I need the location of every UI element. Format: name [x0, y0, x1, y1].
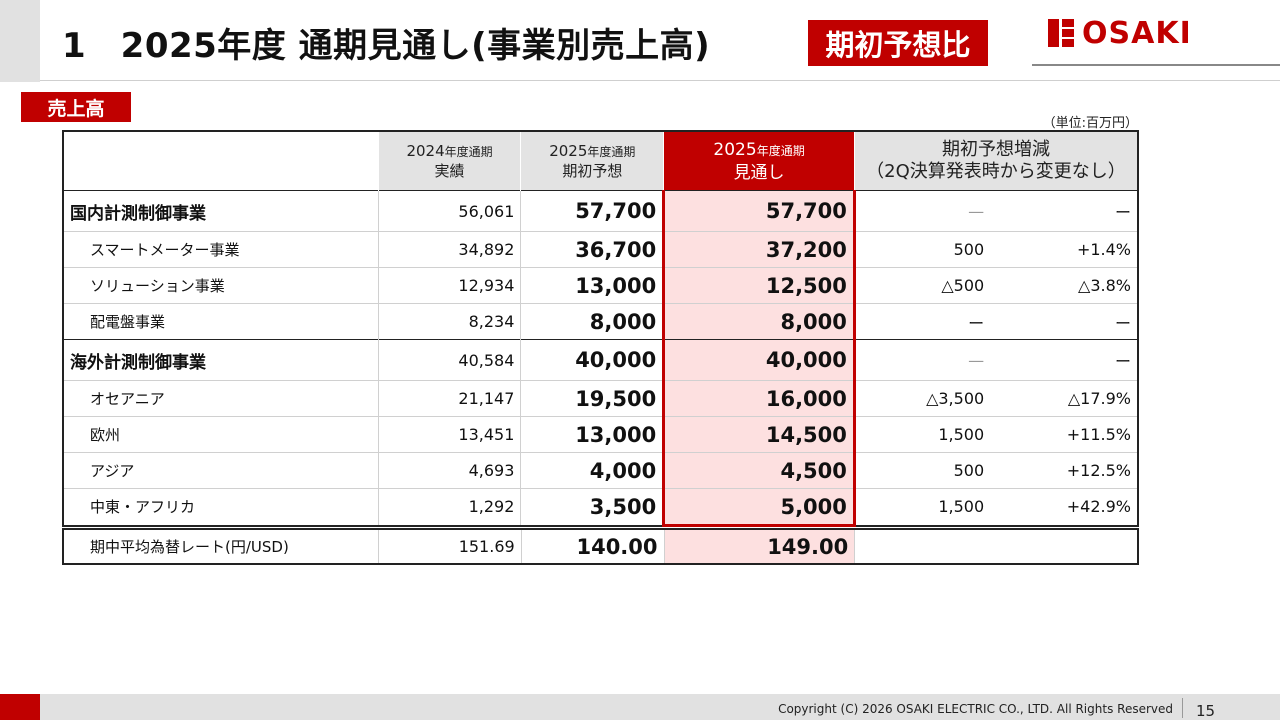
cell-2024: 4,693: [377, 452, 521, 489]
row-label: 海外計測制御事業: [63, 339, 379, 381]
cell-2024: 56,061: [377, 190, 521, 232]
header-2024-actual: 2024年度通期 実績: [377, 131, 521, 191]
cell-2024: 40,584: [377, 339, 521, 381]
cell-diff: 1,500: [853, 488, 997, 526]
cell-diff: 1,500: [853, 416, 997, 453]
comparison-badge: 期初予想比: [808, 20, 988, 66]
table-row: 中東・アフリカ 1,292 3,500 5,000 1,500 +42.9%: [63, 488, 1138, 527]
cell-rate: +12.5%: [996, 452, 1138, 489]
cell-rate: ー: [996, 339, 1138, 381]
cell-plan: 3,500: [520, 488, 664, 526]
fx-2024: 151.69: [377, 529, 522, 564]
cell-forecast: 5,000: [662, 488, 856, 527]
fx-row: 期中平均為替レート(円/USD) 151.69 140.00 149.00: [63, 529, 1138, 564]
cell-rate: △17.9%: [996, 380, 1138, 417]
cell-2024: 8,234: [377, 303, 521, 340]
cell-forecast: 12,500: [662, 267, 856, 304]
row-label: オセアニア: [63, 380, 379, 417]
row-label: スマートメーター事業: [63, 231, 379, 268]
cell-plan: 40,000: [520, 339, 664, 381]
cell-rate: ー: [996, 303, 1138, 340]
copyright: Copyright (C) 2026 OSAKI ELECTRIC CO., L…: [778, 702, 1173, 716]
row-label: アジア: [63, 452, 379, 489]
cell-diff: ー: [853, 303, 997, 340]
cell-2024: 34,892: [377, 231, 521, 268]
table-row: 国内計測制御事業 56,061 57,700 57,700 — ー: [63, 190, 1138, 232]
table-row: ソリューション事業 12,934 13,000 12,500 △500 △3.8…: [63, 267, 1138, 304]
cell-rate: +42.9%: [996, 488, 1138, 526]
cell-2024: 12,934: [377, 267, 521, 304]
cell-2024: 13,451: [377, 416, 521, 453]
unit-note: （単位:百万円）: [1042, 116, 1138, 131]
cell-forecast: 4,500: [662, 452, 856, 489]
logo-mark-icon: [1048, 19, 1074, 47]
title-accent-block: [0, 0, 40, 82]
table-row: 配電盤事業 8,234 8,000 8,000 ー ー: [63, 303, 1138, 340]
table-row: スマートメーター事業 34,892 36,700 37,200 500 +1.4…: [63, 231, 1138, 268]
header-2025-forecast: 2025年度通期 見通し: [663, 131, 855, 191]
cell-2024: 21,147: [377, 380, 521, 417]
cell-forecast: 16,000: [662, 380, 856, 417]
fx-label: 期中平均為替レート(円/USD): [90, 538, 289, 556]
fx-rate-table: 期中平均為替レート(円/USD) 151.69 140.00 149.00: [62, 528, 1139, 565]
cell-diff: △3,500: [853, 380, 997, 417]
header-blank: [63, 131, 379, 191]
header-change: 期初予想増減 （2Q決算発表時から変更なし）: [853, 131, 1138, 191]
table-row: 海外計測制御事業 40,584 40,000 40,000 — ー: [63, 339, 1138, 381]
cell-diff: △500: [853, 267, 997, 304]
fx-forecast: 149.00: [663, 529, 855, 564]
cell-forecast: 14,500: [662, 416, 856, 453]
cell-forecast: 8,000: [662, 303, 856, 340]
company-logo: OSAKI: [1048, 15, 1192, 51]
row-label: 配電盤事業: [63, 303, 379, 340]
logo-text: OSAKI: [1082, 15, 1192, 51]
header-2025-initial: 2025年度通期 期初予想: [520, 131, 664, 191]
sales-table: 2024年度通期 実績 2025年度通期 期初予想 2025年度通期 見通し 期…: [62, 130, 1139, 527]
cell-forecast: 37,200: [662, 231, 856, 268]
title-divider: [40, 80, 1280, 81]
cell-plan: 8,000: [520, 303, 664, 340]
logo-underline: [1032, 64, 1280, 66]
cell-rate: +11.5%: [996, 416, 1138, 453]
cell-plan: 57,700: [520, 190, 664, 232]
fx-plan: 140.00: [520, 529, 665, 564]
cell-diff: —: [853, 190, 997, 232]
cell-plan: 13,000: [520, 267, 664, 304]
row-label: ソリューション事業: [63, 267, 379, 304]
page-number: 15: [1196, 702, 1216, 720]
cell-plan: 19,500: [520, 380, 664, 417]
table-header: 2024年度通期 実績 2025年度通期 期初予想 2025年度通期 見通し 期…: [63, 131, 1138, 191]
page-title: 1 2025年度 通期見通し(事業別売上高): [62, 26, 711, 66]
footer-accent: [0, 694, 40, 720]
fx-empty: [854, 529, 1138, 564]
cell-plan: 13,000: [520, 416, 664, 453]
cell-rate: +1.4%: [996, 231, 1138, 268]
cell-forecast: 40,000: [662, 339, 856, 381]
row-label: 中東・アフリカ: [63, 488, 379, 526]
table-row: オセアニア 21,147 19,500 16,000 △3,500 △17.9%: [63, 380, 1138, 417]
cell-plan: 4,000: [520, 452, 664, 489]
cell-rate: △3.8%: [996, 267, 1138, 304]
row-label: 国内計測制御事業: [63, 190, 379, 232]
section-label: 売上高: [21, 92, 131, 122]
footer-bar: [0, 694, 1280, 720]
cell-diff: 500: [853, 452, 997, 489]
table-row: アジア 4,693 4,000 4,500 500 +12.5%: [63, 452, 1138, 489]
cell-diff: 500: [853, 231, 997, 268]
table-row: 欧州 13,451 13,000 14,500 1,500 +11.5%: [63, 416, 1138, 453]
cell-forecast: 57,700: [662, 190, 856, 232]
cell-2024: 1,292: [377, 488, 521, 526]
page-separator: [1182, 698, 1183, 718]
cell-plan: 36,700: [520, 231, 664, 268]
cell-rate: ー: [996, 190, 1138, 232]
cell-diff: —: [853, 339, 997, 381]
row-label: 欧州: [63, 416, 379, 453]
